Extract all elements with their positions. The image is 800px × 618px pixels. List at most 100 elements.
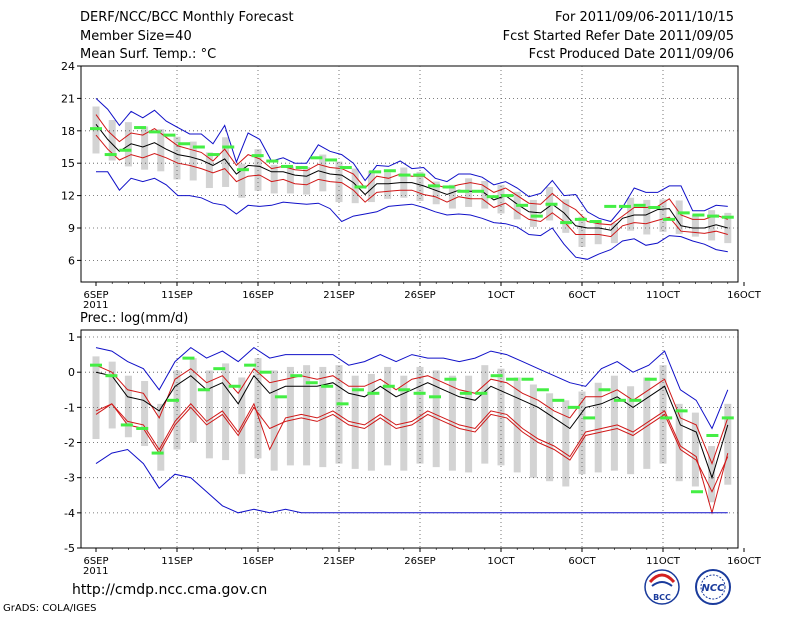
series-upper-line xyxy=(95,364,729,466)
spread-box xyxy=(108,361,116,429)
spread-box xyxy=(529,199,537,227)
forecast-period: For 2011/09/06-2011/10/15 xyxy=(555,10,734,25)
spread-box xyxy=(319,154,327,192)
median-marker xyxy=(222,145,235,149)
spread-box xyxy=(708,210,716,241)
x-tick-label: 16OCT xyxy=(727,556,762,567)
spread-box xyxy=(594,220,602,245)
median-marker xyxy=(427,184,440,188)
spread-box xyxy=(578,391,586,475)
median-marker xyxy=(613,398,626,402)
median-marker xyxy=(136,426,149,430)
spread-box xyxy=(610,375,618,471)
median-marker xyxy=(266,159,279,163)
x-tick-label: 6OCT xyxy=(568,556,596,567)
y-tick-label: 18 xyxy=(61,125,75,138)
median-marker xyxy=(475,391,488,395)
spread-box xyxy=(562,199,570,233)
spread-box xyxy=(222,363,230,461)
median-marker xyxy=(442,185,455,189)
y-tick-label: 12 xyxy=(61,190,75,203)
series-max-line xyxy=(95,346,729,430)
member-size: Member Size=40 xyxy=(80,29,192,44)
x-year-label: 2011 xyxy=(83,300,108,311)
spread-box xyxy=(335,161,343,203)
median-marker xyxy=(413,391,426,395)
median-marker xyxy=(228,384,241,388)
x-tick-label: 26SEP xyxy=(404,556,435,567)
y-tick-label: 24 xyxy=(61,60,75,73)
spread-box xyxy=(416,366,424,464)
median-marker xyxy=(90,363,102,367)
spread-box xyxy=(238,163,246,198)
median-marker xyxy=(707,214,720,218)
median-marker xyxy=(633,203,646,207)
median-marker xyxy=(119,148,132,152)
median-marker xyxy=(321,384,334,388)
median-marker xyxy=(398,173,411,177)
spread-box xyxy=(627,197,635,231)
median-marker xyxy=(354,185,367,189)
y-tick-label: 0 xyxy=(68,366,75,379)
median-marker xyxy=(197,388,210,392)
spread-box xyxy=(189,358,197,443)
y-tick-label: -3 xyxy=(64,472,75,485)
x-tick-label: 6SEP xyxy=(83,556,108,567)
median-marker xyxy=(583,416,596,420)
spread-box xyxy=(367,170,375,203)
x-tick-label: 6SEP xyxy=(83,290,108,301)
median-marker xyxy=(351,388,364,392)
y-tick-label: -2 xyxy=(64,437,75,450)
median-marker xyxy=(290,374,303,378)
median-marker xyxy=(721,215,734,219)
x-tick-label: 1OCT xyxy=(487,290,515,301)
median-marker xyxy=(490,374,503,378)
x-tick-label: 6OCT xyxy=(568,290,596,301)
spread-box xyxy=(708,446,716,503)
median-marker xyxy=(457,189,470,193)
spread-box xyxy=(108,120,116,161)
series-lower2-line xyxy=(95,402,729,515)
median-marker xyxy=(325,158,338,162)
variable-label: Mean Surf. Temp.: °C xyxy=(80,47,217,62)
y-tick-label: 21 xyxy=(61,92,75,105)
median-marker xyxy=(552,398,565,402)
spread-box xyxy=(659,199,667,232)
ncc-logo: NCC xyxy=(695,569,731,605)
median-marker xyxy=(516,203,529,207)
spread-box xyxy=(481,365,489,464)
spread-box xyxy=(384,172,392,199)
x-tick-label: 11OCT xyxy=(646,556,681,567)
y-tick-label: -4 xyxy=(64,507,75,520)
median-marker xyxy=(629,398,642,402)
series-lower-line xyxy=(95,134,728,238)
median-marker xyxy=(105,374,118,378)
median-marker xyxy=(560,221,573,225)
median-marker xyxy=(336,402,349,406)
spread-box xyxy=(562,400,570,487)
spread-box xyxy=(691,215,699,237)
spread-box xyxy=(465,375,473,473)
median-marker xyxy=(305,381,318,385)
spread-box xyxy=(205,152,213,189)
source-url[interactable]: http://cmdp.ncc.cma.gov.cn xyxy=(72,582,268,598)
median-marker xyxy=(178,142,191,146)
median-marker xyxy=(663,217,676,221)
median-marker xyxy=(259,370,272,374)
median-marker xyxy=(506,377,519,381)
fcst-produced-date: Fcst Produced Date 2011/09/06 xyxy=(528,47,734,62)
median-marker xyxy=(148,130,161,134)
title: DERF/NCC/BCC Monthly Forecast xyxy=(80,10,294,25)
spread-box xyxy=(724,403,732,485)
x-tick-label: 11SEP xyxy=(161,290,192,301)
median-marker xyxy=(367,391,380,395)
series-lower-line xyxy=(95,403,729,493)
spread-box xyxy=(432,181,440,205)
median-marker xyxy=(690,490,703,494)
median-marker xyxy=(134,126,147,130)
spread-box xyxy=(481,181,489,209)
spread-box xyxy=(578,216,586,247)
median-marker xyxy=(120,423,133,427)
median-marker xyxy=(167,398,180,402)
